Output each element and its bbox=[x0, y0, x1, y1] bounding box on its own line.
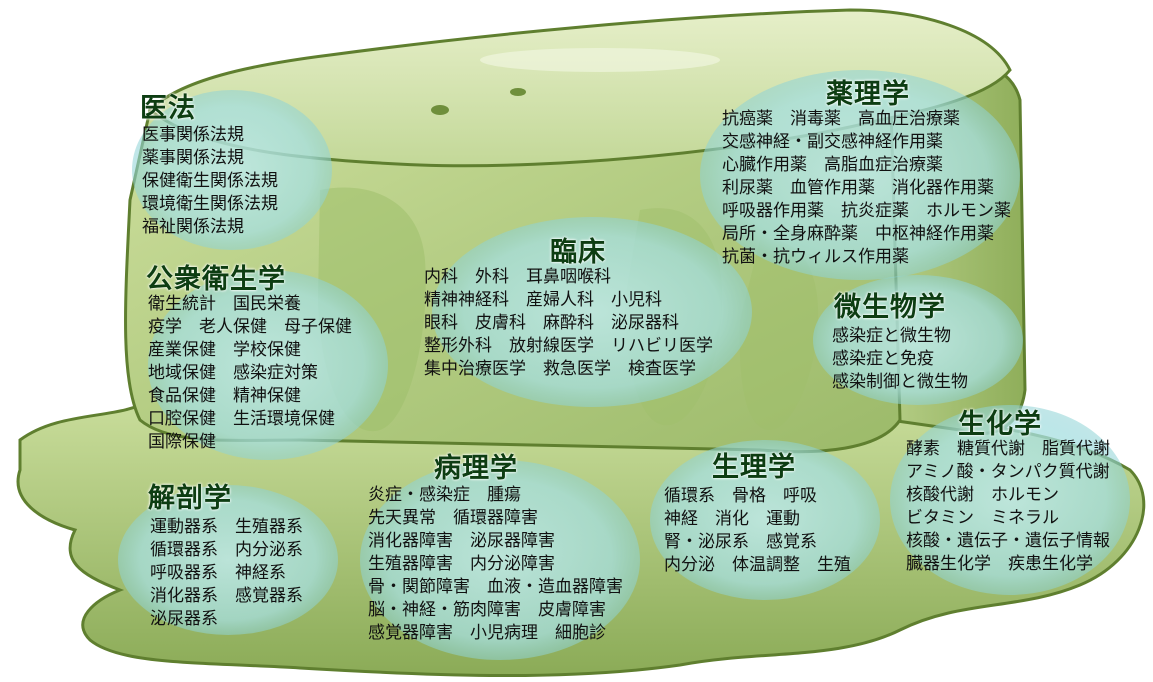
list-item: 保健衛生関係法規 bbox=[142, 171, 278, 191]
list-item: 感染症と微生物 bbox=[832, 326, 951, 346]
list-item: 利尿薬 血管作用薬 消化器作用薬 bbox=[722, 178, 994, 198]
list-item: 口腔保健 生活環境保健 bbox=[148, 409, 335, 429]
list-item: 交感神経・副交感神経作用薬 bbox=[722, 132, 943, 152]
bubble-byouri bbox=[360, 460, 640, 660]
section-title: 臨床 bbox=[550, 237, 606, 268]
section-list: 内科 外科 耳鼻咽喉科 精神神経科 産婦人科 小児科 眼科 皮膚科 麻酔科 泌尿… bbox=[424, 266, 713, 381]
list-item: 呼吸器系 神経系 bbox=[150, 563, 286, 583]
list-item: 骨・関節障害 血液・造血器障害 bbox=[368, 577, 623, 597]
list-item: 酵素 糖質代謝 脂質代謝 bbox=[906, 439, 1110, 459]
list-item: 内科 外科 耳鼻咽喉科 bbox=[424, 267, 611, 287]
section-title: 公衆衛生学 bbox=[146, 264, 286, 295]
section-list: 運動器系 生殖器系 循環器系 内分泌系 呼吸器系 神経系 消化器系 感覚器系 泌… bbox=[150, 516, 303, 631]
list-item: 心臓作用薬 高脂血症治療薬 bbox=[722, 155, 943, 175]
list-item: 感覚器障害 小児病理 細胞診 bbox=[368, 623, 606, 643]
list-item: 内分泌 体温調整 生殖 bbox=[664, 555, 851, 575]
bubble-kaibou bbox=[118, 485, 338, 635]
section-list: 抗癌薬 消毒薬 高血圧治療薬 交感神経・副交感神経作用薬 心臓作用薬 高脂血症治… bbox=[722, 108, 1011, 269]
list-item: 臓器生化学 疾患生化学 bbox=[906, 554, 1093, 574]
jelly-highlight bbox=[480, 48, 720, 72]
list-item: 衛生統計 国民栄養 bbox=[148, 294, 301, 314]
bubble-ihou bbox=[132, 90, 332, 250]
list-item: 神経 消化 運動 bbox=[664, 509, 800, 529]
section-title: 生化学 bbox=[958, 409, 1042, 440]
section-title: 医法 bbox=[140, 93, 196, 124]
section-list: 衛生統計 国民栄養 疫学 老人保健 母子保健 産業保健 学校保健 地域保健 感染… bbox=[148, 293, 352, 454]
list-item: 集中治療医学 救急医学 検査医学 bbox=[424, 359, 696, 379]
list-item: 消化器系 感覚器系 bbox=[150, 586, 303, 606]
list-item: 眼科 皮膚科 麻酔科 泌尿器科 bbox=[424, 313, 679, 333]
list-item: 食品保健 精神保健 bbox=[148, 386, 301, 406]
list-item: 呼吸器作用薬 抗炎症薬 ホルモン薬 bbox=[722, 201, 1011, 221]
list-item: 局所・全身麻酔薬 中枢神経作用薬 bbox=[722, 224, 994, 244]
section-list: 感染症と微生物 感染症と免疫 感染制御と微生物 bbox=[832, 325, 968, 394]
section-list: 炎症・感染症 腫瘍 先天異常 循環器障害 消化器障害 泌尿器障害 生殖器障害 内… bbox=[368, 484, 623, 645]
list-item: 疫学 老人保健 母子保健 bbox=[148, 317, 352, 337]
list-item: 循環系 骨格 呼吸 bbox=[664, 486, 817, 506]
list-item: 核酸代謝 ホルモン bbox=[906, 485, 1059, 505]
section-list: 循環系 骨格 呼吸 神経 消化 運動 腎・泌尿系 感覚系 内分泌 体温調整 生殖 bbox=[664, 485, 851, 577]
bubble-biseibutsu bbox=[813, 275, 1023, 405]
list-item: 国際保健 bbox=[148, 432, 216, 452]
section-list: 酵素 糖質代謝 脂質代謝 アミノ酸・タンパク質代謝 核酸代謝 ホルモン ビタミン… bbox=[906, 438, 1110, 576]
list-item: 生殖器障害 内分泌障害 bbox=[368, 554, 555, 574]
list-item: アミノ酸・タンパク質代謝 bbox=[906, 462, 1110, 482]
bubble-seiri bbox=[650, 440, 880, 600]
list-item: 泌尿器系 bbox=[150, 609, 218, 629]
list-item: 整形外科 放射線医学 リハビリ医学 bbox=[424, 336, 713, 356]
section-title: 微生物学 bbox=[834, 292, 946, 323]
list-item: 医事関係法規 bbox=[142, 125, 244, 145]
list-item: 感染症と免疫 bbox=[832, 349, 934, 369]
list-item: 脳・神経・筋肉障害 皮膚障害 bbox=[368, 600, 606, 620]
list-item: 炎症・感染症 腫瘍 bbox=[368, 485, 521, 505]
bubble-seika bbox=[890, 405, 1130, 595]
list-item: 先天異常 循環器障害 bbox=[368, 508, 538, 528]
section-title: 生理学 bbox=[712, 452, 796, 483]
list-item: 福祉関係法規 bbox=[142, 217, 244, 237]
list-item: 核酸・遺伝子・遺伝子情報 bbox=[906, 531, 1110, 551]
bubble-koushu bbox=[148, 270, 388, 460]
list-item: 抗癌薬 消毒薬 高血圧治療薬 bbox=[722, 109, 960, 129]
list-item: 精神神経科 産婦人科 小児科 bbox=[424, 290, 662, 310]
list-item: 薬事関係法規 bbox=[142, 148, 244, 168]
bubble-yakuri bbox=[700, 70, 1020, 280]
bubble-rinsho bbox=[432, 217, 752, 407]
jelly-highlight bbox=[431, 105, 449, 115]
list-item: 感染制御と微生物 bbox=[832, 372, 968, 392]
list-item: 地域保健 感染症対策 bbox=[148, 363, 318, 383]
list-item: 抗菌・抗ウィルス作用薬 bbox=[722, 247, 909, 267]
jelly-highlight bbox=[510, 88, 526, 96]
list-item: 腎・泌尿系 感覚系 bbox=[664, 532, 817, 552]
section-list: 医事関係法規 薬事関係法規 保健衛生関係法規 環境衛生関係法規 福祉関係法規 bbox=[142, 124, 278, 239]
list-item: 運動器系 生殖器系 bbox=[150, 517, 303, 537]
list-item: ビタミン ミネラル bbox=[906, 508, 1059, 528]
list-item: 産業保健 学校保健 bbox=[148, 340, 301, 360]
section-title: 病理学 bbox=[434, 453, 518, 484]
list-item: 環境衛生関係法規 bbox=[142, 194, 278, 214]
jelly-drip bbox=[739, 239, 819, 430]
list-item: 消化器障害 泌尿器障害 bbox=[368, 531, 555, 551]
section-title: 薬理学 bbox=[826, 79, 910, 110]
section-title: 解剖学 bbox=[148, 483, 232, 514]
list-item: 循環器系 内分泌系 bbox=[150, 540, 303, 560]
